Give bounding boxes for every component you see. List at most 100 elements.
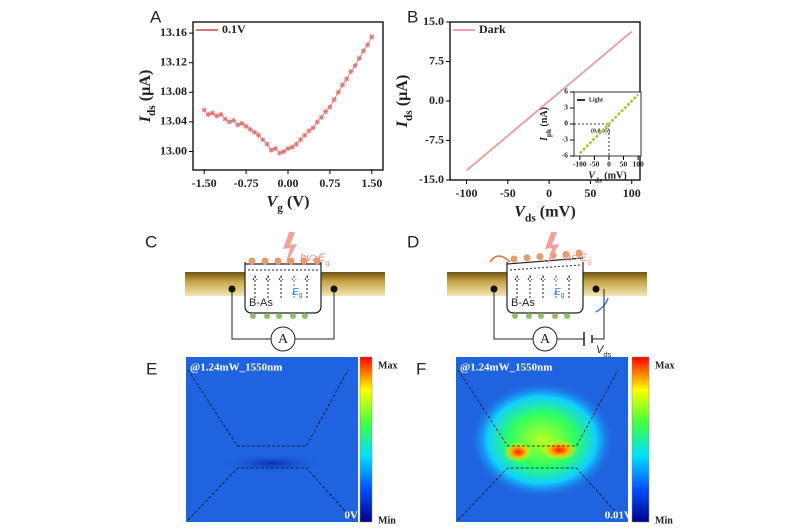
x-axis-title: Vds (mV) [588,171,626,184]
electron [302,313,308,319]
panel-label: F [416,359,426,378]
x-tick-label: -50 [500,186,516,200]
light-label: hv>E0 [562,252,592,267]
x-axis-title-unit: (mV) [602,171,627,182]
panel-label: E [146,359,157,378]
x-tick-label: 100 [632,160,644,169]
marker [344,76,350,82]
heatmap: E @1.24mW_1550nm Max Min 0V [146,356,397,526]
bolt [545,232,559,266]
y-tick-label: 13.16 [160,25,187,39]
bias-label-sub: ds [603,350,611,359]
marker [348,68,354,75]
y-axis-title-sub: ds [403,110,415,121]
x-axis-title-main: V [266,192,278,210]
x-tick-label: -100 [456,186,478,200]
colorbar-max: Max [655,360,674,371]
wire [231,289,335,340]
plot: B-100 -50 0 50 100-15.0-7.50.07.515.0DarkVds… [393,7,641,224]
plot: A -1.50 -0.75 0.00 0.75 1.50 13.00 13.04 13.08 13… [136,7,384,214]
marker [256,132,262,138]
y-tick-label: -15.0 [419,172,444,186]
light-label-sub: 0 [587,258,591,267]
axes-frame [192,21,384,171]
electron [552,313,558,319]
response [220,454,324,472]
y-axis-title-main: I [539,136,550,142]
x-tick-label: 0.75 [319,176,340,190]
marker [360,48,367,54]
marker [277,150,283,156]
y-tick-label: 13.00 [160,143,187,157]
x-tick-label: -0.75 [234,176,259,190]
x-axis-title-main: V [514,202,526,220]
series-line [578,93,639,155]
x-tick-label: 0 [546,186,552,200]
panel-label: D [407,232,419,251]
electron [512,313,518,319]
colorbar-max: Max [378,360,397,371]
hole [536,253,544,261]
light-label-main: hv>E [300,252,326,264]
y-tick-label: 7.5 [429,53,444,67]
ammeter [270,326,296,352]
arrow [566,274,572,298]
y-axis-title-main: I [393,120,411,128]
arrow [527,274,533,298]
bias-label: Vds [596,344,612,359]
marker [239,120,245,126]
arrow [304,274,310,298]
marker [235,122,241,128]
condition-label: @1.24mW_1550nm [190,362,282,374]
hole [261,257,269,265]
marker [218,111,224,118]
arrow [514,274,520,298]
bias-label: 0.01V [605,510,632,522]
gap-label-main: E [554,287,561,298]
marker [272,145,279,152]
legend-label: Dark [479,22,506,36]
x-axis-title: Vds (mV) [514,202,576,224]
electron [264,313,270,319]
electron [538,313,544,319]
marker [297,137,304,143]
x-tick-label: -50 [589,160,599,169]
y-axis-title-sub: ph [544,129,552,137]
x-tick-label: 50 [584,186,596,200]
x-axis-title-unit: (mV) [536,202,576,220]
marker [214,113,220,119]
y-axis-title-unit: (μA) [393,75,411,111]
marker [226,119,232,125]
y-tick-label: 0 [564,119,568,128]
y-axis-title: Ids (μA) [136,70,158,124]
colorbar-min: Min [378,515,396,526]
hole [562,250,570,258]
bias-label: 0V [345,510,359,522]
hole [313,257,321,265]
marker [302,132,308,138]
marker [339,82,346,88]
marker [260,137,266,143]
marker [293,141,299,147]
y-tick-label: 13.04 [160,114,187,128]
panel-label: B [407,7,418,26]
arrow [278,274,284,298]
outline [187,369,354,521]
y-tick-label: 13.08 [160,84,187,98]
x-axis-title-sub: ds [525,212,536,224]
annotation: (0,0.05) [591,127,610,134]
y-axis-title: Iph (nA) [539,107,552,142]
marker [306,128,312,134]
marker [209,110,216,116]
marker [323,108,329,115]
colorbar-min: Min [655,515,673,526]
arrow [540,274,546,298]
ammeter [532,326,558,352]
marker [247,126,253,132]
marker [201,107,207,113]
gap-label-sub: g [299,292,303,299]
x-tick-label: 0 [607,160,611,169]
panel-label: C [145,232,157,251]
electron [290,313,296,319]
electron [526,313,532,319]
